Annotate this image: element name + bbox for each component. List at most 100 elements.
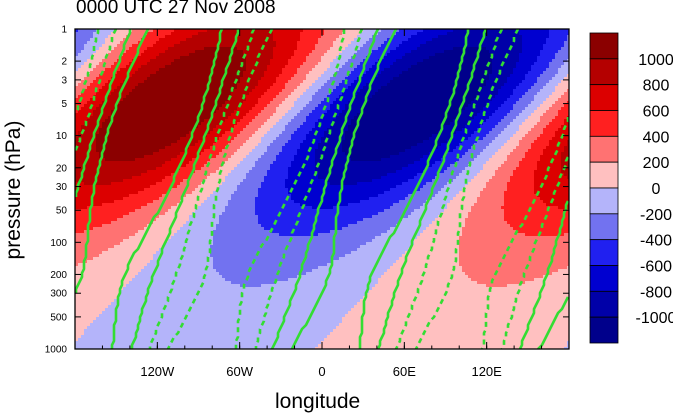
field-cell	[102, 272, 106, 276]
field-cell	[120, 212, 124, 216]
field-cell	[102, 275, 106, 279]
field-cell	[129, 167, 133, 171]
field-cell	[99, 167, 103, 171]
field-cell	[96, 197, 100, 201]
field-cell	[126, 155, 130, 159]
field-cell	[108, 194, 112, 198]
field-cell	[114, 281, 118, 285]
field-cell	[84, 344, 88, 348]
field-cell	[123, 254, 127, 258]
field-cell	[84, 77, 88, 81]
field-cell	[90, 182, 94, 186]
field-cell	[99, 146, 103, 150]
field-cell	[78, 323, 82, 327]
field-cell	[117, 134, 121, 138]
field-cell	[114, 203, 118, 207]
field-cell	[135, 314, 139, 318]
field-cell	[132, 122, 136, 126]
field-cell	[111, 251, 115, 255]
field-cell	[117, 218, 121, 222]
field-cell	[114, 251, 118, 255]
field-cell	[78, 287, 82, 291]
field-cell	[105, 161, 109, 165]
field-cell	[90, 317, 94, 321]
field-cell	[114, 50, 118, 54]
field-cell	[78, 320, 82, 324]
field-cell	[132, 134, 136, 138]
field-cell	[102, 200, 106, 204]
field-cell	[132, 146, 136, 150]
field-cell	[120, 305, 124, 309]
field-cell	[93, 35, 97, 39]
field-cell	[135, 302, 139, 306]
field-cell	[111, 86, 115, 90]
field-cell	[87, 326, 91, 330]
field-cell	[99, 248, 103, 252]
field-cell	[93, 329, 97, 333]
chart-title: 0000 UTC 27 Nov 2008	[76, 0, 276, 18]
field-cell	[111, 299, 115, 303]
field-cell	[105, 203, 109, 207]
field-cell	[78, 206, 82, 210]
field-cell	[93, 272, 97, 276]
field-cell	[87, 329, 91, 333]
field-cell	[99, 239, 103, 243]
field-cell	[90, 29, 94, 33]
field-cell	[120, 197, 124, 201]
field-cell	[84, 329, 88, 333]
field-cell	[129, 89, 133, 93]
field-cell	[96, 344, 100, 348]
field-cell	[123, 92, 127, 96]
field-cell	[102, 185, 106, 189]
field-cell	[117, 74, 121, 78]
field-cell	[117, 332, 121, 336]
field-cell	[114, 284, 118, 288]
field-cell	[84, 128, 88, 132]
field-cell	[96, 137, 100, 141]
field-cell	[114, 152, 118, 156]
field-cell	[75, 269, 79, 273]
field-cell	[78, 191, 82, 195]
field-cell	[138, 215, 142, 219]
field-cell	[123, 260, 127, 264]
field-cell	[93, 80, 97, 84]
field-cell	[132, 194, 136, 198]
field-cell	[96, 134, 100, 138]
field-cell	[96, 323, 100, 327]
field-cell	[93, 149, 97, 153]
field-cell	[90, 92, 94, 96]
field-cell	[99, 194, 103, 198]
field-cell	[99, 176, 103, 180]
field-cell	[126, 47, 130, 51]
field-cell	[111, 314, 115, 318]
field-cell	[84, 125, 88, 129]
field-cell	[102, 32, 106, 36]
field-cell	[102, 134, 106, 138]
field-cell	[123, 305, 127, 309]
field-cell	[81, 326, 85, 330]
field-cell	[90, 269, 94, 273]
field-cell	[96, 221, 100, 225]
field-cell	[126, 326, 130, 330]
field-cell	[78, 257, 82, 261]
field-cell	[120, 266, 124, 270]
field-cell	[129, 155, 133, 159]
field-cell	[123, 263, 127, 267]
field-cell	[102, 125, 106, 129]
field-cell	[126, 173, 130, 177]
field-cell	[96, 242, 100, 246]
field-cell	[132, 104, 136, 108]
field-cell	[102, 140, 106, 144]
field-cell	[135, 299, 139, 303]
field-cell	[90, 158, 94, 162]
field-cell	[108, 95, 112, 99]
field-cell	[111, 161, 115, 165]
field-cell	[135, 83, 139, 87]
field-cell	[123, 146, 127, 150]
field-cell	[99, 284, 103, 288]
field-cell	[84, 68, 88, 72]
field-cell	[108, 302, 112, 306]
field-cell	[99, 203, 103, 207]
field-cell	[123, 110, 127, 114]
field-cell	[87, 317, 91, 321]
